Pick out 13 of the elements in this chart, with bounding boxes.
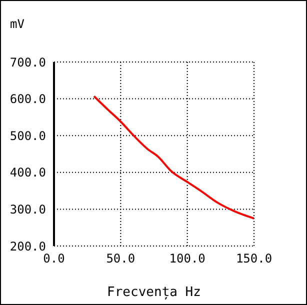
y-tick-label: 200.0 bbox=[10, 239, 46, 254]
y-tick-label: 300.0 bbox=[10, 202, 46, 216]
y-tick-label: 400.0 bbox=[10, 166, 46, 180]
x-tick-label: 50.0 bbox=[106, 252, 136, 266]
x-tick-label: 0.0 bbox=[43, 252, 65, 266]
x-axis-title: Frecvența Hz bbox=[107, 285, 201, 300]
y-tick-label: 500.0 bbox=[10, 128, 46, 143]
y-tick-label: 600.0 bbox=[10, 92, 46, 106]
x-tick-label: 100.0 bbox=[169, 252, 206, 266]
y-tick-label: 700.0 bbox=[10, 55, 46, 70]
y-axis-title: mV bbox=[10, 17, 24, 31]
x-tick-label: 150.0 bbox=[236, 252, 272, 266]
line-series bbox=[93, 95, 254, 220]
